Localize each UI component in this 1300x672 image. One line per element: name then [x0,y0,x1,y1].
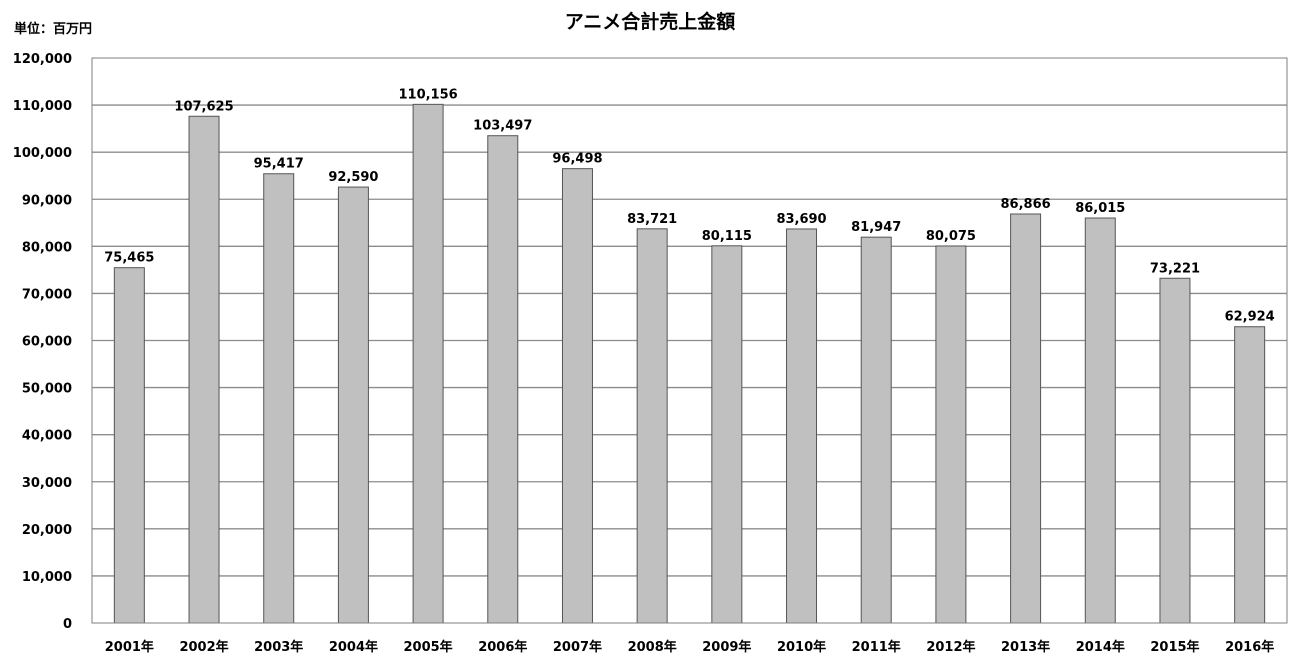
bar [1234,326,1266,624]
y-tick-label: 20,000 [22,523,72,538]
x-tick-label: 2002年 [179,639,228,655]
data-label: 80,115 [702,229,752,244]
data-label: 83,690 [776,212,826,227]
bar [935,245,967,624]
y-tick-label: 60,000 [22,335,72,350]
data-label: 86,866 [1001,197,1051,212]
bar [786,228,818,624]
data-label: 96,498 [552,152,602,167]
data-label: 83,721 [627,212,677,227]
x-tick-label: 2012年 [926,639,975,655]
bar-layer [113,103,1266,624]
x-tick-label: 2014年 [1076,639,1125,655]
x-tick-label: 2007年 [553,639,602,655]
y-tick-label: 120,000 [13,52,72,67]
plot-frame [91,57,1288,624]
bar [1159,277,1191,624]
data-label: 110,156 [398,87,457,102]
bar [487,135,519,624]
x-tick-label: 2004年 [329,639,378,655]
bar [860,236,892,624]
y-tick-label: 100,000 [13,146,72,161]
x-tick-label: 2015年 [1150,639,1199,655]
data-label: 107,625 [174,99,233,114]
bar [263,173,295,624]
x-tick-label: 2006年 [478,639,527,655]
y-tick-label: 0 [63,617,72,632]
y-tick-label: 30,000 [22,476,72,491]
x-tick-label: 2011年 [852,639,901,655]
y-tick-label: 90,000 [22,193,72,208]
bar [1010,213,1042,624]
y-tick-label: 50,000 [22,382,72,397]
bar [711,245,743,624]
x-tick-label: 2003年 [254,639,303,655]
data-label-layer: 75,465 107,625 95,417 92,590 110,156 103,497 9… [104,87,1274,324]
data-label: 92,590 [328,170,378,185]
data-label: 62,924 [1225,310,1275,325]
bar [561,168,593,624]
x-tick-label: 2005年 [404,639,453,655]
bar [113,267,145,624]
data-label: 86,015 [1075,201,1125,216]
x-tick-label: 2009年 [702,639,751,655]
unit-label: 単位：百万円 [14,21,92,37]
x-tick-label: 2008年 [628,639,677,655]
chart-title: アニメ合計売上金額 [565,10,736,33]
data-label: 95,417 [254,157,304,172]
x-tick-label: 2013年 [1001,639,1050,655]
bar [337,186,369,624]
bar [1084,217,1116,624]
data-label: 103,497 [473,119,532,134]
x-tick-label: 2016年 [1225,639,1274,655]
data-label: 81,947 [851,220,901,235]
bar [412,103,444,624]
y-tick-label: 110,000 [13,99,72,114]
x-tick-label: 2001年 [105,639,154,655]
y-tick-label: 10,000 [22,570,72,585]
data-label: 73,221 [1150,261,1200,276]
y-tick-label: 70,000 [22,287,72,302]
axis-layer: 0 10,000 20,000 30,000 40,000 50,000 60,000 70,… [13,52,1288,655]
y-tick-label: 40,000 [22,429,72,444]
bar [636,228,668,624]
y-tick-label: 80,000 [22,240,72,255]
bar [188,115,220,624]
data-label: 80,075 [926,229,976,244]
data-label: 75,465 [104,251,154,266]
x-tick-label: 2010年 [777,639,826,655]
